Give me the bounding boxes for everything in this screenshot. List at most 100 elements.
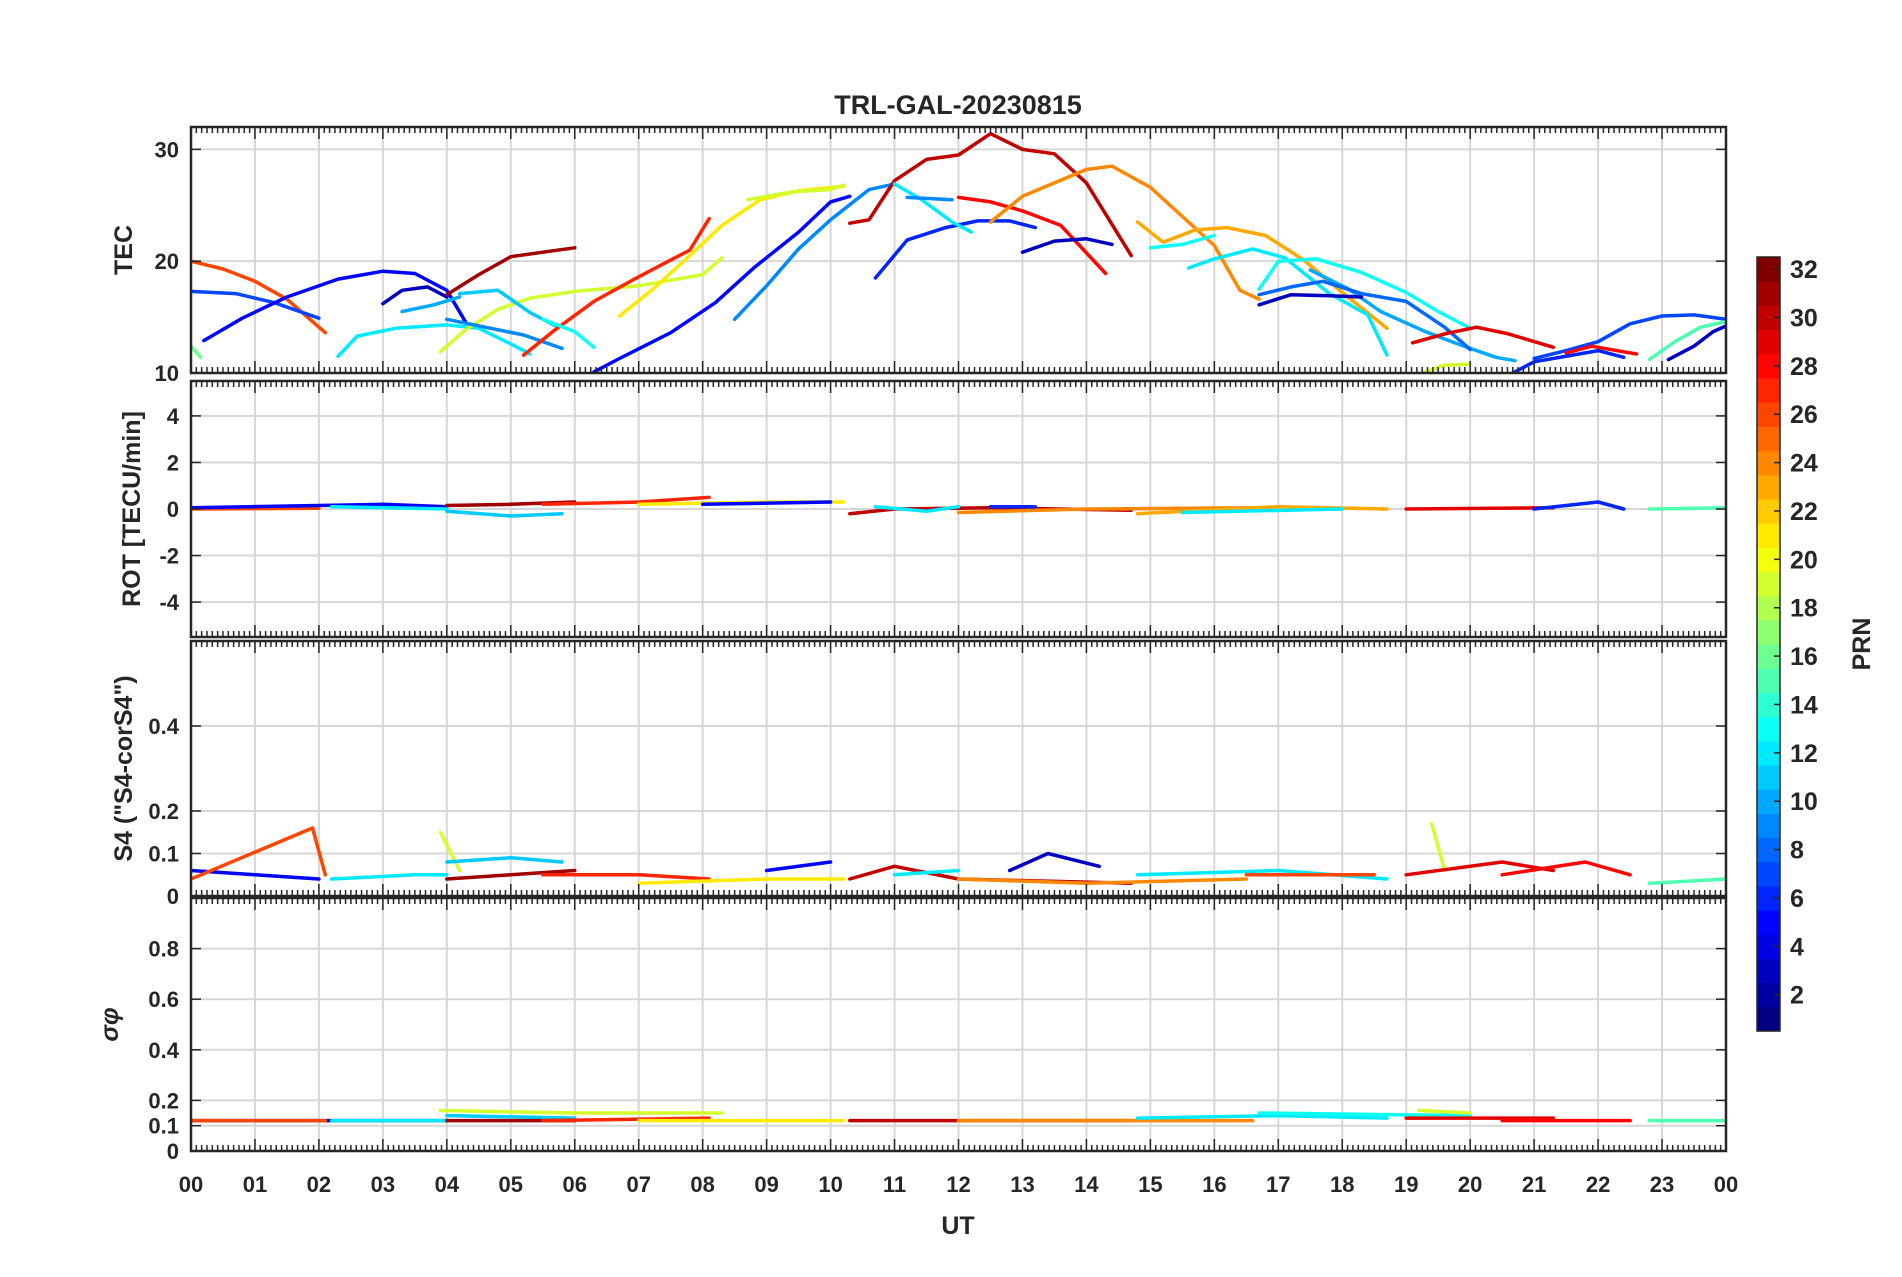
- series-line-prn-19: [438, 1108, 724, 1115]
- series-line-prn-19: [438, 830, 462, 873]
- y-tick-label: 30: [155, 137, 179, 162]
- series-line-prn-3: [1666, 324, 1726, 362]
- series-line-prn-12: [1180, 507, 1345, 515]
- series-line-prn-13: [1257, 1111, 1472, 1118]
- series-line-prn-7: [1532, 313, 1726, 361]
- x-tick-label: 20: [1458, 1172, 1482, 1197]
- series-line-prn-29: [1410, 325, 1556, 350]
- y-tick-label: 10: [155, 361, 179, 386]
- colorbar-tick-label: 6: [1790, 885, 1804, 913]
- y-tick-label: 0.2: [148, 799, 179, 824]
- series-line-prn-28: [1500, 860, 1632, 877]
- colorbar-tick-label: 14: [1790, 691, 1818, 719]
- colorbar-tick-label: 2: [1790, 982, 1804, 1010]
- colorbar-tick-label: 18: [1790, 595, 1818, 623]
- y-tick-label: 0: [167, 1139, 179, 1164]
- series-line-prn-15: [1647, 506, 1726, 511]
- colorbar-tick-label: 22: [1790, 498, 1818, 526]
- colorbar-tick-label: 32: [1790, 256, 1818, 284]
- y-tick-label: -4: [159, 590, 179, 615]
- series-line-prn-27: [541, 1116, 711, 1123]
- y-axis-title-tec: TEC: [110, 225, 138, 275]
- colorbar-segment: [1757, 257, 1780, 282]
- series-line-prn-26: [191, 826, 328, 881]
- y-tick-label: 0.4: [148, 1038, 179, 1063]
- y-tick-label: 2: [167, 450, 179, 475]
- colorbar-segment: [1757, 619, 1780, 645]
- x-tick-label: 23: [1650, 1172, 1674, 1197]
- colorbar-tick-label: 30: [1790, 304, 1818, 332]
- series-line-prn-21: [636, 877, 846, 886]
- x-tick-label: 03: [371, 1172, 395, 1197]
- x-tick-labels: 00 01 02 03 04 05 06 07 08 09 10 11 12 13 14 15 16 17 18 19…: [179, 1172, 1738, 1197]
- series-line-prn-27: [541, 873, 711, 881]
- series-line-prn-3: [1020, 237, 1114, 254]
- colorbar-tick-label: 24: [1790, 450, 1818, 478]
- x-axis-title: UT: [941, 1212, 974, 1240]
- series-line-prn-27: [521, 216, 711, 357]
- series-line-prn-5: [764, 860, 833, 873]
- x-tick-label: 05: [499, 1172, 523, 1197]
- colorbar-segment: [1757, 982, 1780, 1008]
- panel-sigma_phi: 00.10.2 0.4 0.6 0.8 σφ: [96, 896, 1728, 1164]
- x-tick-label: 22: [1586, 1172, 1610, 1197]
- series-line-prn-12: [336, 323, 532, 358]
- colorbar-segment: [1757, 595, 1780, 621]
- colorbar-frame: [1756, 256, 1781, 1032]
- colorbar-segment: [1757, 353, 1780, 379]
- colorbar-segment: [1757, 402, 1780, 427]
- x-tick-label: 18: [1330, 1172, 1354, 1197]
- colorbar-tick-label: 26: [1790, 401, 1818, 429]
- x-tick-label: 21: [1522, 1172, 1546, 1197]
- series-line-prn-19: [1430, 822, 1447, 873]
- series-line-prn-12: [329, 504, 449, 511]
- series-line-prn-24: [956, 877, 1249, 886]
- series-line-prn-6: [873, 219, 1038, 280]
- y-tick-label: 0.1: [148, 1114, 179, 1139]
- colorbar-segment: [1757, 885, 1780, 911]
- x-minor-ticks: [190, 641, 1727, 896]
- x-tick-label: 08: [690, 1172, 714, 1197]
- series-line-prn-15: [1647, 319, 1726, 362]
- series-line-prn-12: [329, 873, 449, 881]
- colorbar-label: PRN: [1848, 618, 1876, 671]
- y-tick-label: 0: [167, 884, 179, 909]
- colorbar-segment: [1757, 910, 1780, 935]
- colorbar-tick-label: 12: [1790, 740, 1818, 768]
- x-tick-label: 04: [435, 1172, 460, 1197]
- series-line-prn-24: [988, 164, 1261, 301]
- panel-rot: -4 -2 0 2 4 ROT [TECU/min]: [118, 379, 1728, 639]
- x-tick-label: 09: [754, 1172, 778, 1197]
- y-tick-label: 0.1: [148, 842, 179, 867]
- y-tick-label: 0.8: [148, 937, 179, 962]
- series-line-prn-3: [1007, 851, 1101, 873]
- colorbar-segment: [1757, 547, 1780, 573]
- x-tick-label: 14: [1074, 1172, 1099, 1197]
- y-tick-label: 0.2: [148, 1088, 179, 1113]
- series-line-prn-13: [541, 317, 596, 350]
- series-line-prn-13: [1257, 257, 1472, 331]
- panel-s4: 0 0.1 0.2 0.4 S4 ("S4-corS4"): [110, 639, 1728, 909]
- colorbar-segment: [1757, 740, 1780, 766]
- x-tick-label: 11: [883, 1172, 906, 1197]
- colorbar-segment: [1757, 305, 1780, 331]
- series-line-prn-16: [191, 344, 203, 360]
- colorbar-segment: [1757, 813, 1780, 839]
- series-line-prn-31: [445, 246, 577, 297]
- series-line-prn-5: [700, 500, 833, 507]
- series-line-prn-3: [1257, 292, 1364, 307]
- x-minor-ticks: [190, 127, 1727, 373]
- series-line-prn-30: [848, 131, 1133, 258]
- panel-tec: 10 20 30 TEC: [110, 125, 1728, 386]
- series-group: [191, 495, 1726, 518]
- series-line-prn-28: [1564, 344, 1639, 356]
- colorbar-tick-label: 28: [1790, 353, 1818, 381]
- y-tick-label: 0.6: [148, 987, 179, 1012]
- colorbar-tick-label: 20: [1790, 546, 1818, 574]
- series-line-prn-9: [905, 195, 954, 202]
- x-tick-label: 10: [818, 1172, 842, 1197]
- x-tick-label: 19: [1394, 1172, 1418, 1197]
